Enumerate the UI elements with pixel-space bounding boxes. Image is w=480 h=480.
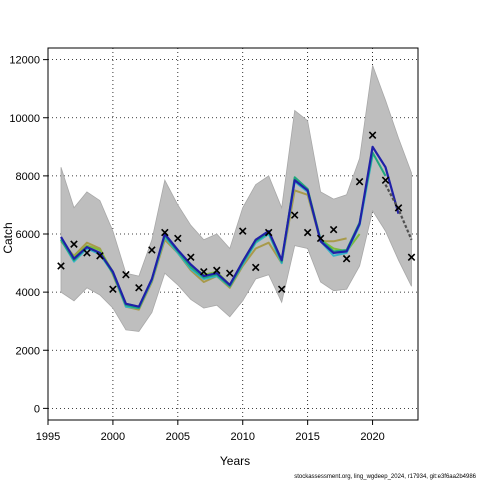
observed-point — [355, 177, 364, 186]
observed-point — [187, 253, 195, 262]
axes: 1995 2000 2005 2010 2015 2020 0 2000 4000 6000 800… — [9, 55, 384, 443]
series-line-1 — [60, 145, 400, 308]
observed-point — [135, 284, 143, 292]
observed-point — [303, 228, 312, 237]
confidence-band-area — [60, 65, 412, 332]
y-tick-label: 0 — [34, 403, 40, 415]
observed-point — [407, 253, 416, 262]
y-tick-label: 8000 — [16, 171, 40, 183]
observed-point — [251, 263, 260, 272]
observed-point — [264, 228, 273, 237]
observed-point — [161, 228, 169, 237]
observed-point — [394, 204, 403, 212]
observed-point — [70, 240, 78, 248]
x-tick-label: 2005 — [166, 431, 190, 443]
x-tick-label: 2015 — [295, 431, 319, 443]
observed-point — [83, 249, 91, 257]
observed-point — [200, 268, 208, 276]
observed-point — [342, 254, 351, 263]
observed-point — [109, 285, 117, 293]
footer-note: stockassessment.org, ling_wgdeep_2024, r… — [294, 474, 476, 480]
x-tick-label: 1995 — [36, 431, 60, 443]
y-tick-label: 4000 — [16, 287, 40, 299]
observed-point — [225, 269, 234, 277]
observed-point — [290, 211, 299, 219]
observed-point — [174, 234, 182, 243]
forecast-series — [384, 184, 413, 241]
observed-catch-points — [57, 131, 416, 293]
x-tick-label: 2000 — [101, 431, 125, 443]
observed-point — [329, 225, 338, 234]
observed-point — [213, 266, 221, 275]
observed-point — [316, 234, 325, 243]
y-tick-label: 12000 — [9, 55, 40, 67]
observed-point — [368, 131, 377, 139]
y-tick-label: 2000 — [16, 345, 40, 357]
y-axis-title: Catch — [1, 222, 15, 253]
observed-point — [96, 252, 104, 260]
observed-point — [381, 176, 390, 184]
observed-point — [238, 227, 247, 235]
y-tick-label: 6000 — [16, 229, 40, 241]
observed-point — [277, 285, 286, 293]
observed-point — [122, 270, 130, 279]
x-axis-title: Years — [220, 454, 250, 468]
observed-point — [57, 262, 65, 270]
y-tick-label: 10000 — [9, 113, 40, 125]
x-tick-label: 2010 — [230, 431, 254, 443]
x-tick-label: 2020 — [360, 431, 384, 443]
forecast-line — [384, 184, 413, 241]
confidence-band — [60, 65, 412, 332]
observed-point — [148, 246, 156, 254]
retrospective-series — [60, 145, 400, 311]
